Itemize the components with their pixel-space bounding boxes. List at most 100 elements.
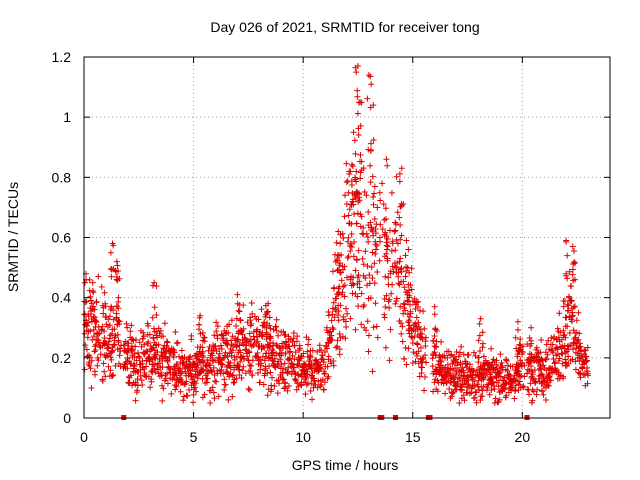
data-point xyxy=(368,224,375,231)
data-point xyxy=(123,320,130,327)
data-point xyxy=(335,228,342,235)
data-point xyxy=(416,323,423,330)
data-point xyxy=(284,387,291,394)
data-point xyxy=(461,397,468,404)
data-point xyxy=(405,287,412,294)
data-point xyxy=(88,308,95,315)
data-point xyxy=(497,388,504,395)
data-point xyxy=(157,369,164,376)
data-point xyxy=(273,342,280,349)
data-point xyxy=(473,399,480,406)
data-point xyxy=(187,353,194,360)
data-point xyxy=(112,362,119,369)
y-tick-label: 0.8 xyxy=(52,169,72,185)
data-point xyxy=(562,314,569,321)
data-point xyxy=(339,266,346,273)
data-point xyxy=(237,359,244,366)
data-point xyxy=(345,234,352,241)
data-point xyxy=(369,249,376,256)
data-point xyxy=(431,311,438,318)
data-point xyxy=(108,266,115,273)
data-point xyxy=(208,368,215,375)
data-point xyxy=(562,356,569,363)
data-point xyxy=(367,295,374,302)
data-point xyxy=(442,390,449,397)
data-point xyxy=(246,362,253,369)
data-point xyxy=(348,181,355,188)
data-point xyxy=(127,372,134,379)
data-point xyxy=(172,329,179,336)
data-point xyxy=(577,355,584,362)
data-point xyxy=(457,349,464,356)
data-point xyxy=(114,303,121,310)
data-point xyxy=(517,336,524,343)
data-point xyxy=(204,375,211,382)
data-point xyxy=(243,347,250,354)
data-point xyxy=(321,379,328,386)
data-point xyxy=(116,345,123,352)
data-point xyxy=(124,349,131,356)
data-point xyxy=(154,366,161,373)
data-point xyxy=(534,386,541,393)
data-point xyxy=(583,357,590,364)
data-point xyxy=(197,330,204,337)
data-point xyxy=(191,384,198,391)
data-point xyxy=(87,354,94,361)
data-point xyxy=(177,388,184,395)
data-point xyxy=(292,349,299,356)
data-point xyxy=(479,329,486,336)
data-point xyxy=(521,373,528,380)
data-point xyxy=(533,344,540,351)
data-point xyxy=(544,351,551,358)
data-point xyxy=(349,196,356,203)
data-point xyxy=(417,344,424,351)
data-point xyxy=(550,349,557,356)
data-point xyxy=(221,352,228,359)
data-point xyxy=(349,163,356,170)
data-point xyxy=(321,349,328,356)
data-point xyxy=(561,331,568,338)
data-point xyxy=(567,342,574,349)
data-point xyxy=(171,349,178,356)
data-point xyxy=(354,293,361,300)
data-point xyxy=(527,343,534,350)
data-point xyxy=(164,380,171,387)
data-point xyxy=(265,300,272,307)
data-point xyxy=(370,232,377,239)
data-point xyxy=(316,366,323,373)
data-point xyxy=(267,325,274,332)
data-point xyxy=(98,283,105,290)
data-point xyxy=(388,248,395,255)
data-point xyxy=(134,387,141,394)
data-point xyxy=(254,369,261,376)
data-point xyxy=(342,318,349,325)
data-point xyxy=(286,349,293,356)
data-point xyxy=(265,355,272,362)
data-point xyxy=(243,339,250,346)
data-point xyxy=(319,352,326,359)
data-point xyxy=(449,390,456,397)
data-point xyxy=(289,352,296,359)
data-point xyxy=(445,348,452,355)
data-point xyxy=(383,156,390,163)
data-point xyxy=(408,265,415,272)
data-point xyxy=(91,317,98,324)
data-point xyxy=(124,324,131,331)
data-point xyxy=(82,298,89,305)
data-point xyxy=(415,348,422,355)
data-point xyxy=(383,232,390,239)
data-point xyxy=(233,375,240,382)
data-point xyxy=(360,224,367,231)
data-point xyxy=(164,358,171,365)
data-point xyxy=(158,372,165,379)
data-point xyxy=(581,347,588,354)
data-point xyxy=(81,366,88,373)
data-point xyxy=(348,231,355,238)
data-point xyxy=(360,165,367,172)
data-point xyxy=(267,369,274,376)
data-point xyxy=(149,314,156,321)
data-point xyxy=(331,314,338,321)
data-point xyxy=(108,305,115,312)
data-point xyxy=(524,386,531,393)
data-point xyxy=(134,382,141,389)
